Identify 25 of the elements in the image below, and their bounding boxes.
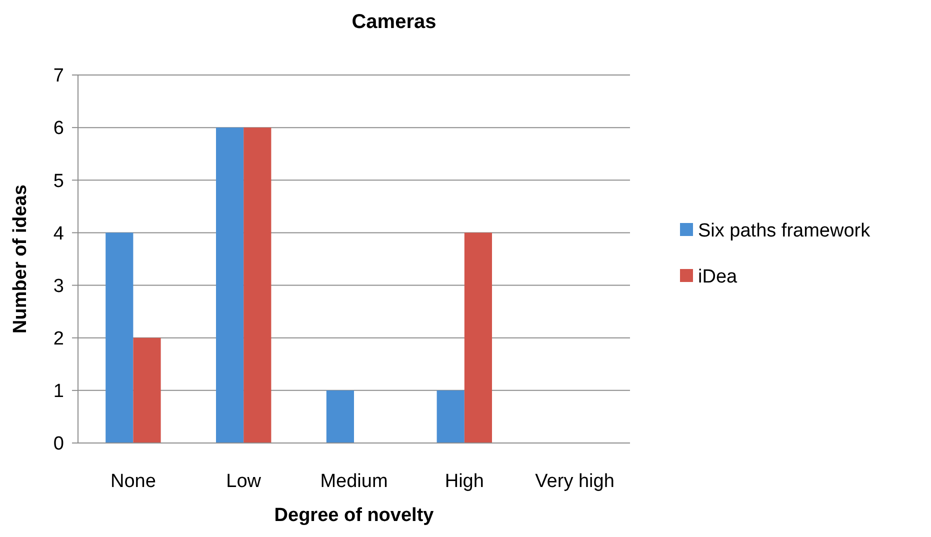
bar [133,338,161,443]
y-tick-label: 1 [53,381,64,402]
bar [216,128,244,443]
bar [106,232,134,443]
x-tick-label: Very high [535,471,614,492]
y-tick-label: 2 [53,328,64,350]
bar [244,128,272,443]
y-tick-label: 4 [53,223,64,244]
x-tick-label: Medium [320,471,388,492]
bar [464,232,492,443]
chart-title: Cameras [352,11,436,33]
y-tick-label: 3 [53,276,64,297]
legend-label: iDea [698,266,738,288]
y-tick-label: 0 [53,434,64,455]
bar [326,390,354,443]
y-tick-label: 7 [53,66,64,87]
legend-label: Six paths framework [698,220,871,242]
y-tick-label: 6 [53,118,64,140]
y-tick-label: 5 [53,170,64,192]
x-tick-label: High [444,471,484,492]
y-axis-title: Number of ideas [10,184,31,334]
x-axis-title: Degree of novelty [274,505,434,526]
x-tick-label: Low [226,471,262,492]
x-tick-label: None [110,471,156,492]
bar [436,390,464,443]
